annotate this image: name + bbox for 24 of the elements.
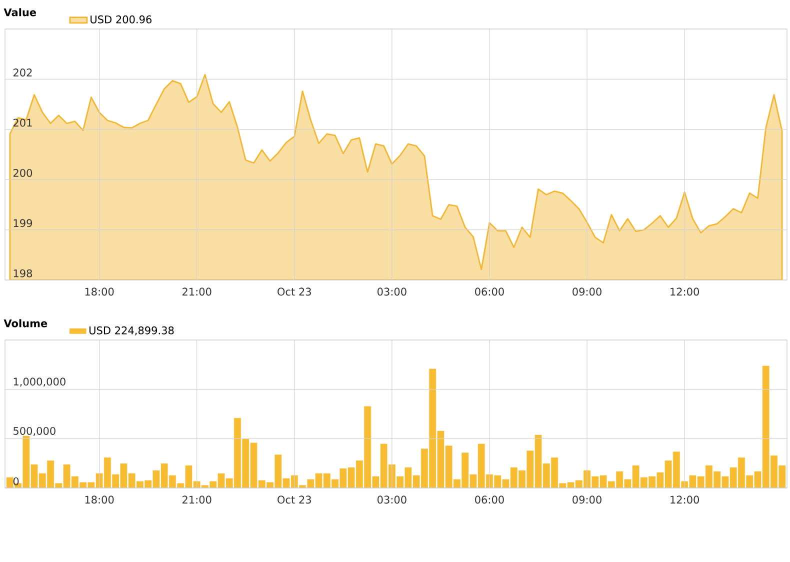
chart-title: Value bbox=[4, 8, 36, 16]
x-tick-label: 12:00 bbox=[670, 496, 699, 504]
y-tick-label: 200 bbox=[13, 168, 32, 177]
x-tick-label: 06:00 bbox=[475, 496, 504, 504]
x-tick-label: 06:00 bbox=[475, 288, 504, 296]
y-tick-label: 202 bbox=[13, 68, 32, 76]
y-tick-label: 1,000,000 bbox=[14, 378, 66, 387]
x-tick-label: 18:00 bbox=[85, 288, 114, 296]
x-tick-label: 18:00 bbox=[85, 496, 114, 504]
legend-label: USD 224,899.38 bbox=[89, 326, 174, 336]
x-tick-label: 09:00 bbox=[572, 496, 602, 504]
x-tick-label: 09:00 bbox=[572, 288, 602, 296]
y-tick-label: 198 bbox=[14, 269, 32, 278]
x-tick-label: Oct 23 bbox=[278, 496, 311, 504]
x-tick-label: 12:00 bbox=[670, 288, 699, 296]
chart-title: Volume bbox=[4, 319, 48, 328]
y-tick-label: 500,000 bbox=[14, 426, 56, 436]
x-tick-label: 03:00 bbox=[378, 496, 406, 504]
x-tick-label: Oct 23 bbox=[278, 288, 311, 296]
x-tick-label: 21:00 bbox=[182, 288, 212, 296]
x-tick-label: 03:00 bbox=[378, 288, 406, 296]
x-tick-label: 21:00 bbox=[182, 496, 212, 504]
legend-label: USD 200.96 bbox=[90, 15, 152, 24]
y-tick-label: 199 bbox=[14, 219, 32, 228]
